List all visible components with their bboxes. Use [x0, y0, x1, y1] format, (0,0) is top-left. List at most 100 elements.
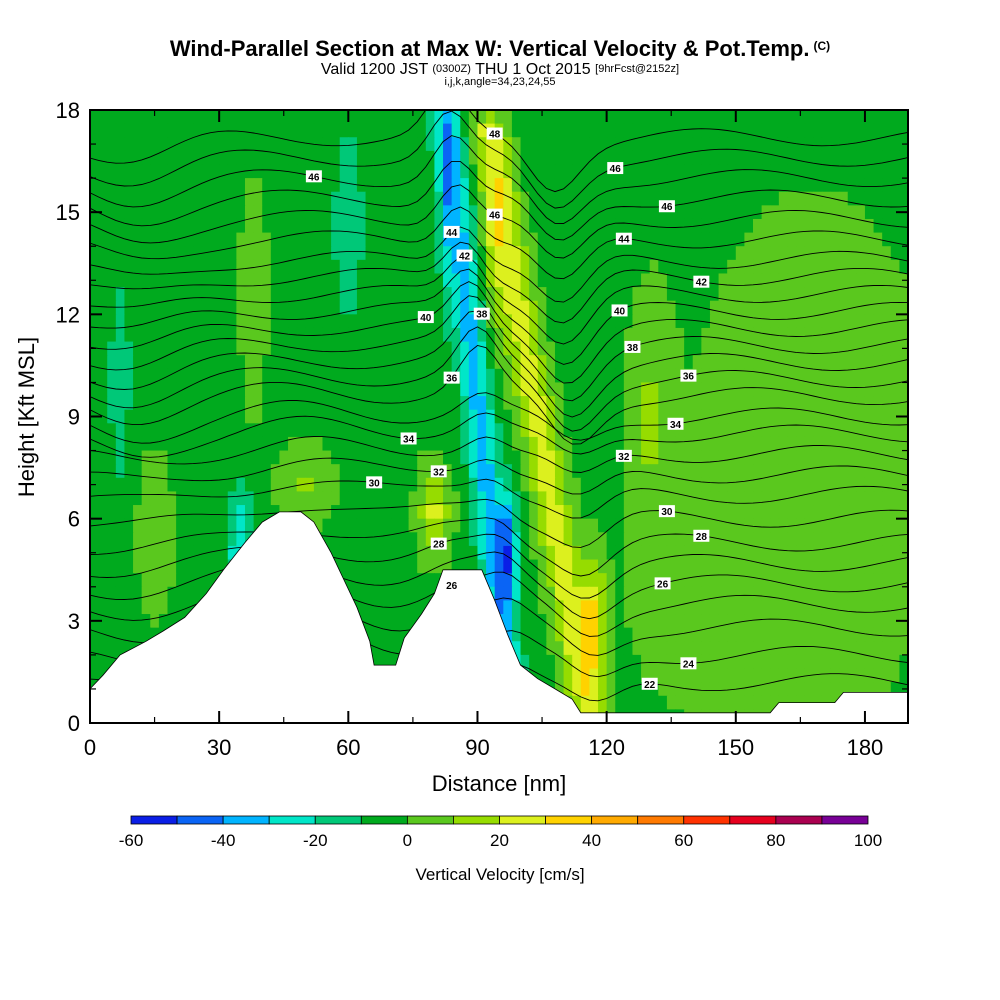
field-cell — [546, 450, 556, 465]
field-cell — [460, 368, 470, 384]
field-cell — [821, 464, 832, 479]
field-cell — [821, 123, 832, 138]
isentrope-line — [90, 160, 908, 241]
field-cell — [201, 232, 212, 247]
field-cell — [821, 110, 832, 125]
field-cell — [417, 137, 427, 152]
field-cell — [580, 150, 591, 166]
field-cell — [356, 273, 367, 288]
field-cell — [115, 110, 126, 125]
field-cell — [873, 436, 883, 452]
field-cell — [451, 123, 461, 138]
field-cell — [477, 259, 487, 275]
field-cell — [615, 423, 625, 438]
field-cell — [830, 600, 840, 615]
field-cell — [856, 505, 866, 520]
field-cell — [675, 382, 685, 397]
field-cell — [184, 545, 194, 561]
field-cell — [899, 218, 908, 234]
field-cell — [141, 573, 151, 588]
field-cell — [589, 314, 599, 329]
field-cell — [288, 273, 298, 288]
field-cell — [107, 464, 117, 479]
field-cell — [666, 600, 677, 615]
field-cell — [477, 232, 487, 247]
field-cell — [623, 368, 634, 384]
field-cell — [632, 654, 642, 670]
field-cell — [244, 287, 255, 302]
field-cell — [262, 436, 272, 452]
field-cell — [434, 368, 444, 384]
field-cell — [262, 382, 272, 397]
isentrope-label: 30 — [661, 507, 673, 518]
field-cell — [735, 586, 745, 601]
field-cell — [124, 259, 134, 275]
field-cell — [236, 205, 246, 220]
field-cell — [417, 477, 427, 493]
field-cell — [425, 150, 436, 166]
field-cell — [572, 341, 582, 356]
field-cell — [598, 505, 608, 520]
field-cell — [753, 654, 763, 670]
field-cell — [124, 641, 134, 656]
field-cell — [124, 586, 134, 601]
field-cell — [520, 218, 530, 234]
field-cell — [830, 477, 840, 493]
field-cell — [753, 368, 763, 384]
isentrope-label-bg — [486, 127, 503, 140]
field-cell — [623, 178, 634, 193]
field-cell — [219, 246, 229, 261]
field-cell — [365, 246, 375, 261]
field-cell — [408, 137, 418, 152]
field-cell — [227, 545, 237, 561]
field-cell — [150, 559, 160, 574]
field-cell — [511, 573, 522, 588]
field-cell — [434, 259, 444, 275]
field-cell — [718, 150, 728, 166]
field-cell — [839, 246, 849, 261]
field-cell — [107, 477, 117, 493]
field-cell — [443, 518, 453, 533]
field-cell — [399, 491, 410, 506]
field-cell — [124, 491, 134, 506]
field-cell — [150, 464, 160, 479]
field-cell — [649, 627, 659, 642]
field-cell — [684, 355, 694, 370]
field-cell — [796, 586, 806, 601]
field-cell — [839, 232, 849, 247]
field-cell — [348, 382, 358, 397]
field-cell — [133, 259, 143, 275]
field-cell — [882, 314, 892, 329]
field-cell — [270, 382, 281, 397]
field-cell — [339, 559, 349, 574]
field-cell — [382, 368, 392, 384]
field-cell — [727, 559, 737, 574]
field-cell — [425, 232, 436, 247]
field-cell — [124, 464, 134, 479]
field-cell — [90, 246, 100, 261]
field-cell — [417, 273, 427, 288]
field-cell — [124, 355, 134, 370]
field-cell — [753, 423, 763, 438]
field-cell — [864, 314, 875, 329]
field-cell — [356, 423, 367, 438]
field-cell — [830, 232, 840, 247]
field-cell — [727, 614, 737, 629]
field-cell — [150, 341, 160, 356]
field-cell — [460, 341, 470, 356]
field-cell — [598, 218, 608, 234]
field-cell — [210, 409, 220, 424]
field-cell — [821, 491, 832, 506]
field-cell — [666, 341, 677, 356]
field-cell — [890, 341, 900, 356]
field-cell — [623, 505, 634, 520]
field-cell — [184, 273, 194, 288]
field-cell — [279, 110, 289, 125]
field-cell — [391, 505, 401, 520]
field-cell — [675, 586, 685, 601]
field-cell — [641, 341, 651, 356]
field-cell — [417, 218, 427, 234]
field-cell — [443, 396, 453, 411]
field-cell — [210, 314, 220, 329]
field-cell — [141, 518, 151, 533]
